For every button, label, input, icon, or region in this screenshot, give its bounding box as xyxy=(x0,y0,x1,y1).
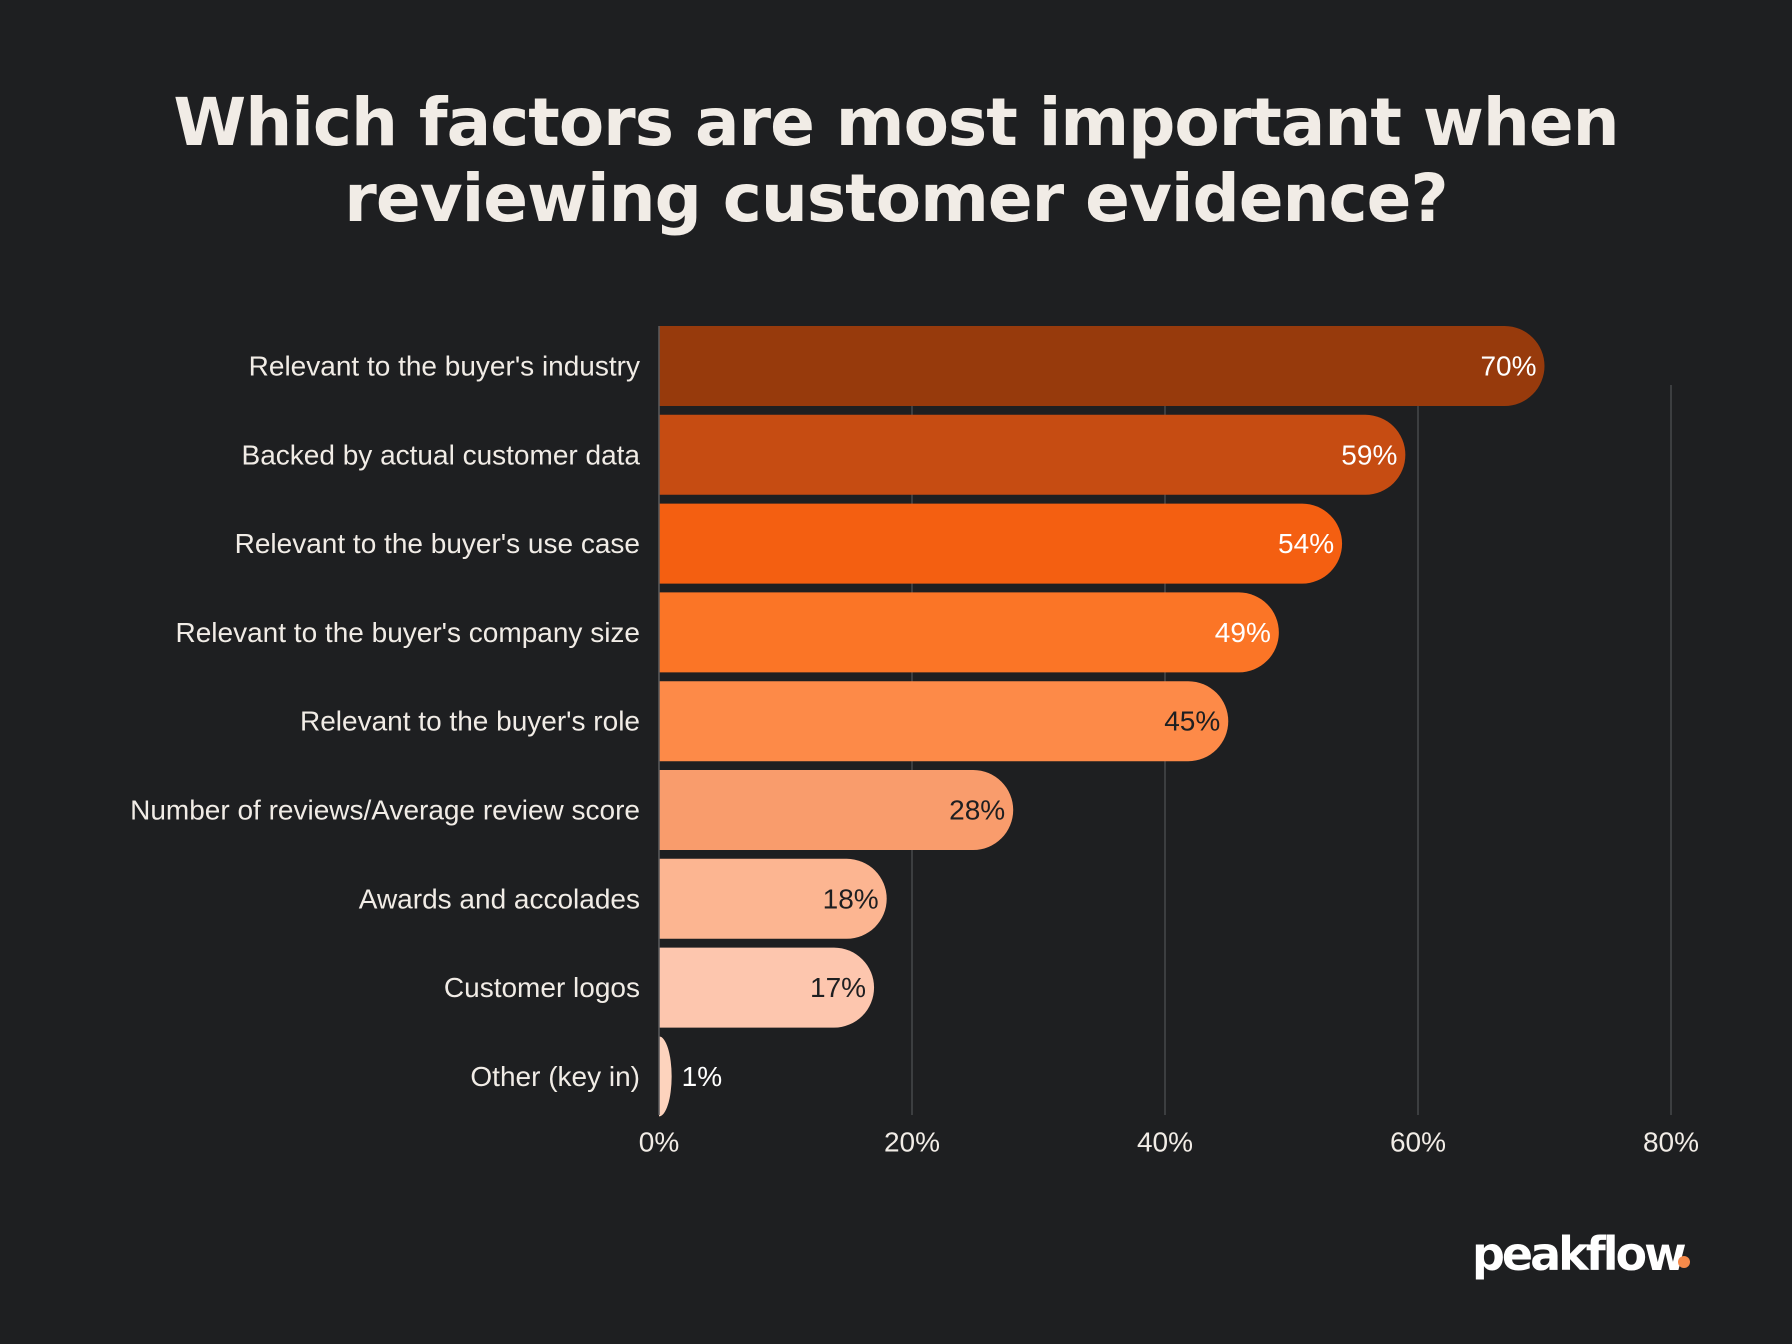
category-label: Customer logos xyxy=(444,972,640,1003)
bar xyxy=(659,503,1343,584)
category-label: Awards and accolades xyxy=(359,883,640,914)
chart-title: Which factors are most important when re… xyxy=(173,84,1619,237)
category-label: Relevant to the buyer's company size xyxy=(176,617,640,648)
x-tick-label: 0% xyxy=(639,1127,679,1158)
x-tick-label: 80% xyxy=(1643,1127,1699,1158)
bar xyxy=(659,592,1279,673)
data-label: 1% xyxy=(682,1061,722,1092)
data-label: 70% xyxy=(1480,351,1536,382)
data-label: 17% xyxy=(810,972,866,1003)
bar xyxy=(659,681,1229,762)
bar xyxy=(659,947,875,1028)
category-label: Relevant to the buyer's role xyxy=(300,706,640,737)
bar xyxy=(659,770,1014,850)
logo-dot-icon xyxy=(1678,1256,1690,1268)
bar xyxy=(659,858,887,939)
data-label: 59% xyxy=(1341,439,1397,470)
category-label: Relevant to the buyer's use case xyxy=(235,528,640,559)
category-label: Other (key in) xyxy=(470,1061,640,1092)
data-label: 28% xyxy=(949,795,1005,826)
bar xyxy=(659,414,1406,495)
bar xyxy=(659,1036,672,1117)
category-label: Backed by actual customer data xyxy=(242,439,641,470)
data-label: 18% xyxy=(823,883,879,914)
x-tick-label: 20% xyxy=(884,1127,940,1158)
data-label: 45% xyxy=(1164,706,1220,737)
bar xyxy=(659,326,1545,406)
category-label: Relevant to the buyer's industry xyxy=(249,351,640,382)
x-tick-label: 40% xyxy=(1137,1127,1193,1158)
category-label: Number of reviews/Average review score xyxy=(130,795,640,826)
data-label: 54% xyxy=(1278,528,1334,559)
peakflow-logo: peakflow xyxy=(1472,1227,1687,1281)
x-tick-label: 60% xyxy=(1390,1127,1446,1158)
data-label: 49% xyxy=(1215,617,1271,648)
